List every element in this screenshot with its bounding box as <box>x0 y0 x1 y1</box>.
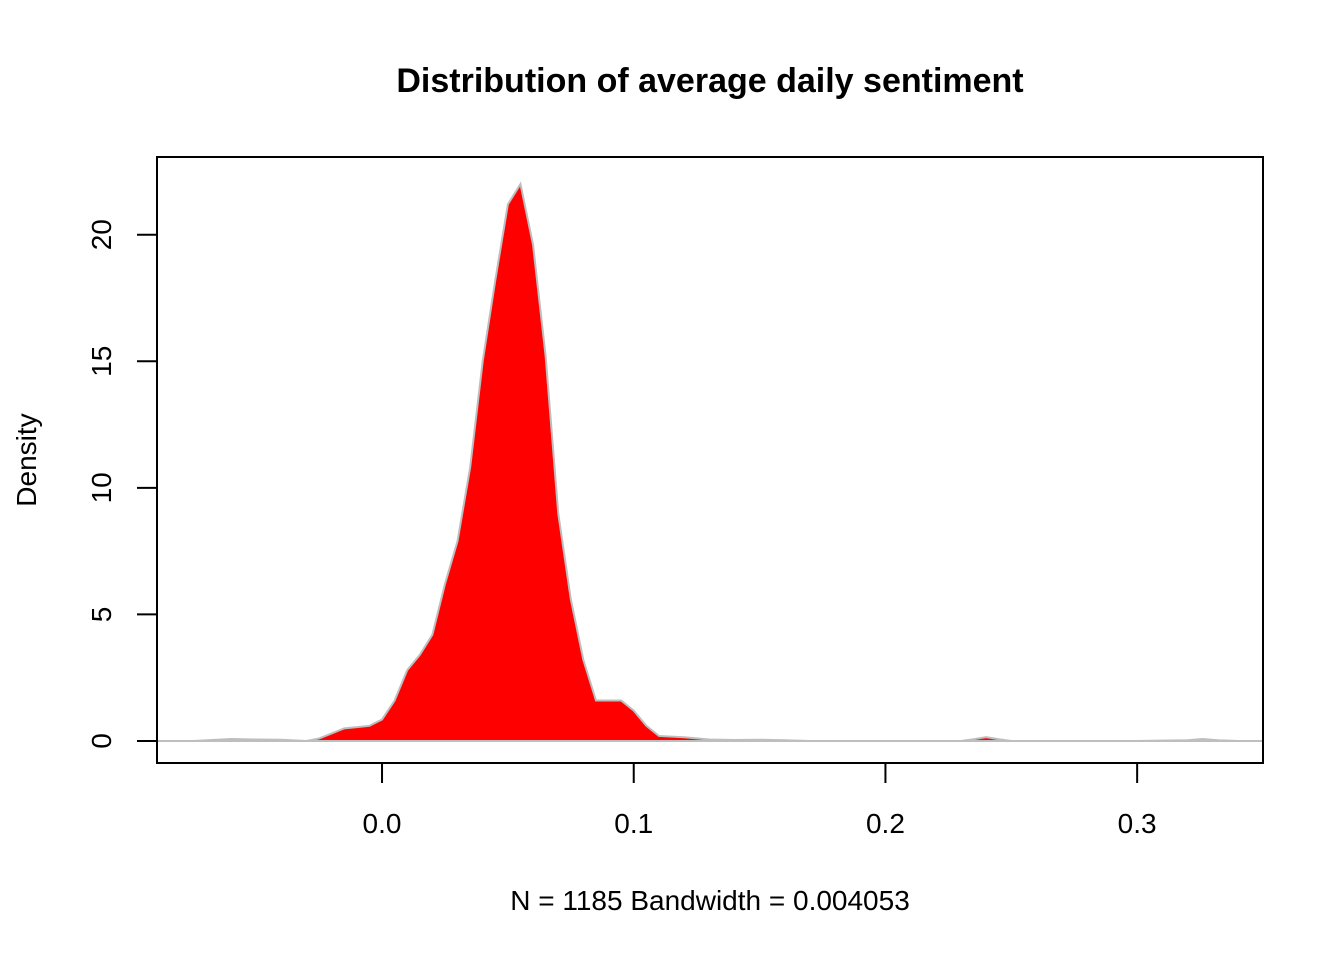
x-tick-label: 0.1 <box>614 808 653 839</box>
y-tick-label: 20 <box>86 219 117 250</box>
x-tick-label: 0.2 <box>866 808 905 839</box>
x-axis: 0.0 0.1 0.2 0.3 <box>363 762 1157 839</box>
x-tick-label: 0.3 <box>1118 808 1157 839</box>
y-axis-label: Density <box>11 413 42 506</box>
y-tick-label: 15 <box>86 346 117 377</box>
y-axis: 0 5 10 15 20 <box>86 219 158 749</box>
plot-area <box>157 181 1263 743</box>
density-line <box>161 181 1263 743</box>
y-tick-label: 0 <box>86 733 117 749</box>
y-tick-label: 10 <box>86 472 117 503</box>
y-tick-label: 5 <box>86 607 117 623</box>
x-tick-label: 0.0 <box>363 808 402 839</box>
chart-title: Distribution of average daily sentiment <box>396 62 1023 100</box>
x-axis-label: N = 1185 Bandwidth = 0.004053 <box>510 885 910 916</box>
